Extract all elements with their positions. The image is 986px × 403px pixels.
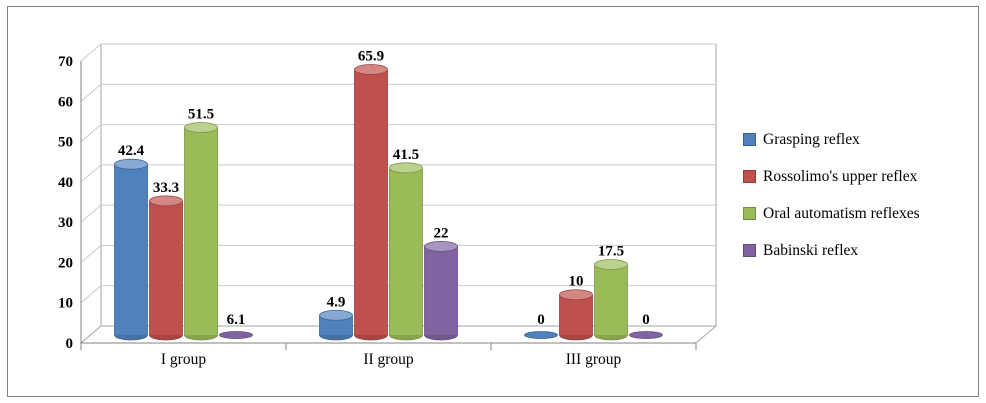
data-label: 0 (642, 312, 650, 328)
bar-chart-canvas: 0 10 20 30 40 50 60 70 I group II group III group 4… (58, 43, 718, 368)
y-axis-tick-label: 40 (58, 175, 73, 191)
chart-legend: Grasping reflex Rossolimo's upper reflex… (743, 129, 973, 277)
chart-frame: 0 10 20 30 40 50 60 70 I group II group III group 4… (7, 6, 979, 397)
y-axis-tick-label: 70 (58, 54, 73, 70)
data-label: 0 (537, 312, 545, 328)
legend-series-label: Rossolimo's upper reflex (763, 167, 918, 185)
cylinder-body (184, 127, 218, 336)
cylinder-top (559, 289, 593, 301)
legend-series-label: Grasping reflex (763, 130, 860, 148)
bar-3-0: 6.1 (219, 312, 253, 339)
cylinder-body (594, 264, 628, 335)
gridline-depth-connector (80, 245, 102, 263)
legend-item: Grasping reflex (743, 129, 973, 150)
legend-item: Rossolimo's upper reflex (743, 166, 973, 187)
y-axis-tick-label: 10 (58, 296, 73, 312)
y-axis-tick-label: 30 (58, 215, 73, 231)
cylinder-top (184, 122, 218, 133)
cylinder-flat-disc (219, 331, 253, 339)
legend-color-swatch (743, 244, 756, 257)
bar-1-0: 33.3 (149, 180, 183, 341)
bar-1-2: 10 (559, 274, 593, 341)
data-label: 4.9 (327, 294, 346, 310)
x-axis-category-label: I group (161, 351, 206, 368)
x-axis-category-label: II group (363, 351, 414, 368)
cylinder-top (594, 259, 628, 270)
bar-0-1: 4.9 (319, 294, 353, 341)
y-axis-tick-label: 20 (58, 255, 73, 271)
gridline-depth-connector (80, 285, 102, 304)
cylinder-top (319, 309, 353, 321)
cylinder-top (354, 64, 388, 75)
legend-item: Babinski reflex (743, 240, 973, 261)
data-label: 6.1 (227, 312, 246, 328)
cylinder-body (389, 167, 423, 335)
legend-color-swatch (743, 207, 756, 220)
gridline-depth-connector (80, 164, 102, 183)
data-label: 42.4 (118, 143, 145, 159)
data-label: 17.5 (598, 244, 624, 260)
gridline-depth-connector (80, 204, 102, 223)
legend-series-label: Babinski reflex (763, 241, 859, 259)
data-label: 41.5 (393, 147, 419, 163)
cylinder-top (114, 158, 148, 170)
x-axis-category-label: III group (566, 351, 622, 368)
cylinder-top (389, 162, 423, 174)
cylinder-body (149, 200, 183, 335)
bar-0-0: 42.4 (114, 143, 148, 341)
cylinder-flat-disc (524, 331, 558, 339)
cylinder-body (319, 315, 353, 335)
y-axis-tick-label: 50 (58, 135, 73, 151)
bar-3-2: 0 (629, 312, 663, 339)
data-label: 33.3 (153, 180, 179, 196)
legend-color-swatch (743, 133, 756, 146)
cylinder-top (149, 195, 183, 207)
cylinder-body (559, 294, 593, 335)
cylinder-flat-disc (629, 331, 663, 339)
bar-1-1: 65.9 (354, 49, 388, 341)
gridline-depth-connector (80, 43, 102, 62)
data-label: 65.9 (358, 49, 384, 65)
data-label: 22 (434, 225, 449, 241)
legend-color-swatch (743, 170, 756, 183)
gridline-depth-connector (80, 124, 102, 142)
cylinder-body (424, 246, 458, 335)
bar-2-0: 51.5 (184, 107, 218, 341)
y-axis-tick-label: 60 (58, 94, 73, 110)
y-axis-tick-label: 0 (66, 336, 74, 352)
bar-2-2: 17.5 (594, 244, 628, 341)
legend-item: Oral automatism reflexes (743, 203, 973, 224)
data-label: 51.5 (188, 107, 214, 123)
bar-2-1: 41.5 (389, 147, 423, 341)
gridline-depth-connector (80, 83, 102, 102)
data-label: 10 (569, 274, 584, 290)
cylinder-top (424, 240, 458, 252)
bar-3-1: 22 (424, 225, 458, 341)
cylinder-body (354, 69, 388, 335)
cylinder-body (114, 164, 148, 335)
bar-0-2: 0 (524, 312, 558, 339)
legend-series-label: Oral automatism reflexes (763, 204, 920, 222)
